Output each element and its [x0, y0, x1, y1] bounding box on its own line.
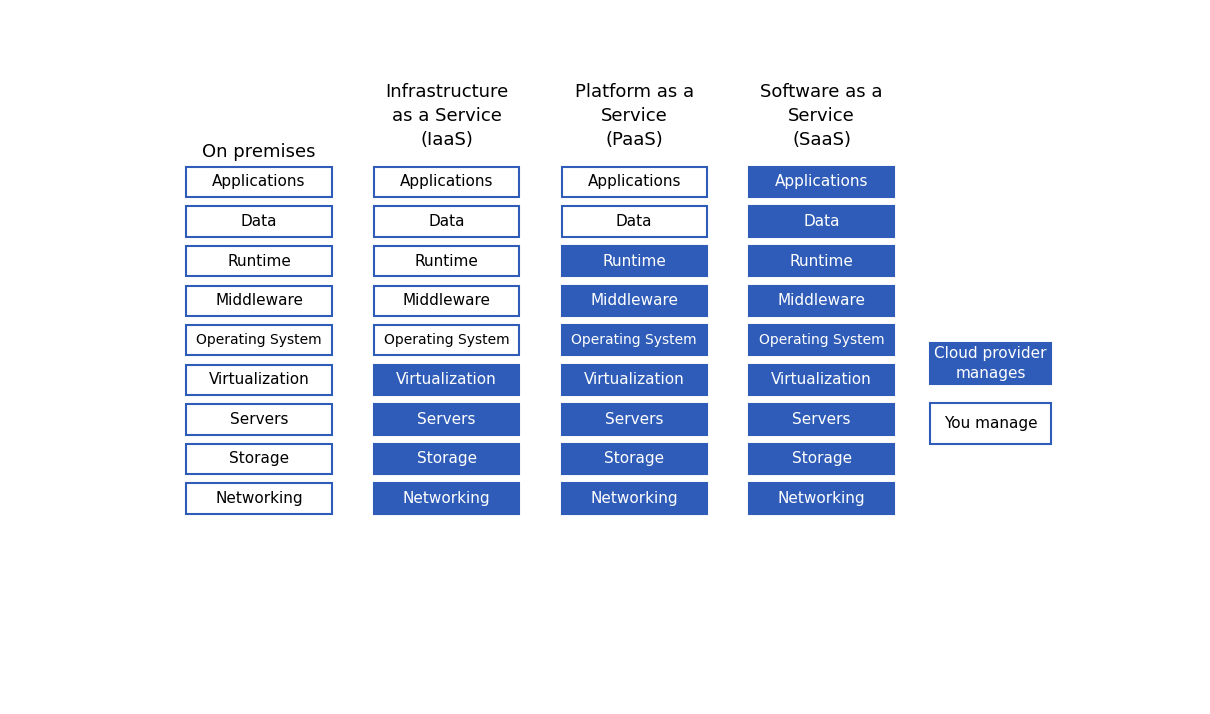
Text: Cloud provider
manages: Cloud provider manages [934, 346, 1047, 381]
Text: Virtualization: Virtualization [583, 372, 685, 387]
Text: Virtualization: Virtualization [208, 372, 310, 387]
FancyBboxPatch shape [561, 325, 707, 356]
Text: Middleware: Middleware [215, 293, 302, 308]
FancyBboxPatch shape [186, 365, 332, 395]
FancyBboxPatch shape [374, 246, 519, 276]
Text: Runtime: Runtime [790, 253, 854, 268]
Text: Data: Data [241, 214, 277, 229]
FancyBboxPatch shape [186, 246, 332, 276]
Text: Networking: Networking [590, 491, 678, 506]
Text: Data: Data [616, 214, 652, 229]
Text: Middleware: Middleware [778, 293, 865, 308]
Text: You manage: You manage [944, 416, 1037, 431]
FancyBboxPatch shape [749, 286, 894, 316]
FancyBboxPatch shape [749, 246, 894, 276]
FancyBboxPatch shape [749, 325, 894, 356]
FancyBboxPatch shape [186, 325, 332, 356]
Text: Applications: Applications [212, 174, 306, 189]
FancyBboxPatch shape [561, 286, 707, 316]
FancyBboxPatch shape [186, 206, 332, 236]
FancyBboxPatch shape [749, 483, 894, 513]
Text: Networking: Networking [778, 491, 865, 506]
Text: Data: Data [428, 214, 465, 229]
FancyBboxPatch shape [374, 286, 519, 316]
FancyBboxPatch shape [374, 404, 519, 435]
FancyBboxPatch shape [929, 343, 1051, 383]
FancyBboxPatch shape [374, 483, 519, 513]
Text: Storage: Storage [791, 451, 852, 466]
FancyBboxPatch shape [186, 444, 332, 474]
Text: Applications: Applications [774, 174, 869, 189]
Text: Storage: Storage [416, 451, 477, 466]
Text: Runtime: Runtime [227, 253, 292, 268]
FancyBboxPatch shape [186, 483, 332, 513]
Text: Storage: Storage [604, 451, 664, 466]
Text: Middleware: Middleware [403, 293, 490, 308]
Text: Servers: Servers [605, 412, 663, 427]
FancyBboxPatch shape [374, 325, 519, 356]
FancyBboxPatch shape [749, 206, 894, 236]
Text: Servers: Servers [793, 412, 851, 427]
Text: Servers: Servers [230, 412, 288, 427]
Text: Virtualization: Virtualization [396, 372, 497, 387]
Text: Applications: Applications [587, 174, 681, 189]
FancyBboxPatch shape [374, 167, 519, 197]
Text: Infrastructure
as a Service
(IaaS): Infrastructure as a Service (IaaS) [385, 84, 508, 149]
Text: Software as a
Service
(SaaS): Software as a Service (SaaS) [761, 84, 883, 149]
Text: Networking: Networking [215, 491, 302, 506]
Text: Networking: Networking [403, 491, 490, 506]
Text: Operating System: Operating System [759, 333, 885, 347]
FancyBboxPatch shape [749, 404, 894, 435]
Text: On premises: On premises [202, 143, 316, 161]
FancyBboxPatch shape [374, 206, 519, 236]
Text: Virtualization: Virtualization [771, 372, 872, 387]
FancyBboxPatch shape [749, 167, 894, 197]
Text: Runtime: Runtime [603, 253, 667, 268]
Text: Operating System: Operating System [196, 333, 322, 347]
FancyBboxPatch shape [561, 444, 707, 474]
FancyBboxPatch shape [374, 444, 519, 474]
Text: Platform as a
Service
(PaaS): Platform as a Service (PaaS) [575, 84, 693, 149]
Text: Data: Data [803, 214, 840, 229]
Text: Applications: Applications [399, 174, 494, 189]
FancyBboxPatch shape [561, 404, 707, 435]
Text: Middleware: Middleware [590, 293, 678, 308]
FancyBboxPatch shape [749, 444, 894, 474]
Text: Runtime: Runtime [415, 253, 479, 268]
FancyBboxPatch shape [561, 206, 707, 236]
Text: Operating System: Operating System [384, 333, 509, 347]
FancyBboxPatch shape [929, 403, 1051, 444]
FancyBboxPatch shape [561, 365, 707, 395]
FancyBboxPatch shape [749, 365, 894, 395]
FancyBboxPatch shape [561, 483, 707, 513]
FancyBboxPatch shape [186, 286, 332, 316]
Text: Operating System: Operating System [571, 333, 697, 347]
FancyBboxPatch shape [186, 404, 332, 435]
FancyBboxPatch shape [186, 167, 332, 197]
FancyBboxPatch shape [561, 246, 707, 276]
FancyBboxPatch shape [374, 365, 519, 395]
FancyBboxPatch shape [561, 167, 707, 197]
Text: Servers: Servers [417, 412, 476, 427]
Text: Storage: Storage [229, 451, 289, 466]
